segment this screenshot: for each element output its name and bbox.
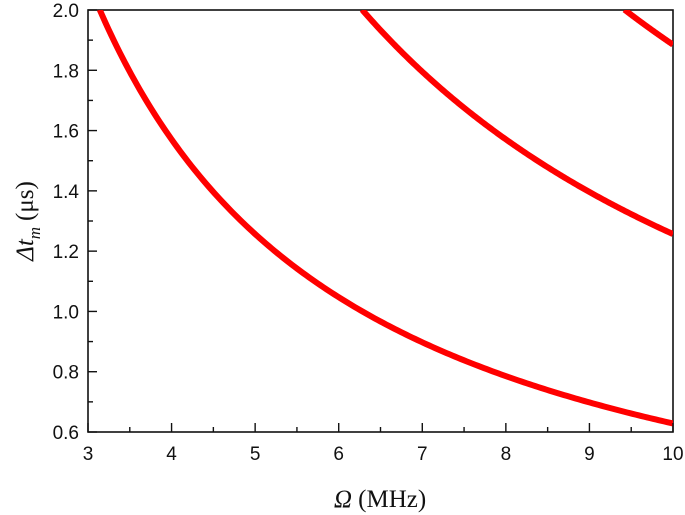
y-tick-label: 1.4 bbox=[53, 182, 80, 203]
y-axis-unit: (μs) bbox=[12, 181, 39, 221]
y-tick-label: 1.8 bbox=[53, 61, 79, 82]
x-tick-label: 5 bbox=[250, 444, 261, 465]
x-tick-label: 7 bbox=[417, 444, 428, 465]
y-tick-label: 1.2 bbox=[53, 242, 79, 263]
y-axis-symbol: Δt bbox=[12, 238, 39, 262]
x-axis-symbol: Ω bbox=[334, 486, 352, 513]
x-axis-unit: (MHz) bbox=[358, 486, 426, 513]
y-tick-label: 0.6 bbox=[53, 423, 79, 444]
plot-area-border bbox=[87, 9, 674, 433]
x-tick-label: 3 bbox=[83, 444, 94, 465]
x-tick-label: 4 bbox=[166, 444, 177, 465]
x-tick-label: 10 bbox=[662, 444, 683, 465]
y-tick-label: 0.8 bbox=[53, 363, 79, 384]
y-axis-subscript: m bbox=[25, 227, 44, 239]
x-tick-label: 8 bbox=[501, 444, 512, 465]
curve-m-1 bbox=[96, 10, 673, 427]
y-tick-label: 1.0 bbox=[53, 302, 79, 323]
x-axis-title: Ω (MHz) bbox=[334, 486, 426, 513]
curves bbox=[96, 10, 673, 427]
y-axis-ticks: 0.6 0.8 1.0 1.2 1.4 1.6 1.8 2.0 bbox=[53, 1, 97, 444]
y-tick-label: 1.6 bbox=[53, 122, 79, 143]
y-tick-label: 2.0 bbox=[53, 1, 79, 22]
x-tick-label: 9 bbox=[584, 444, 595, 465]
y-axis-title: Δtm (μs) bbox=[12, 181, 44, 262]
curve-m-2 bbox=[359, 10, 673, 237]
plot-frame bbox=[87, 9, 674, 433]
x-tick-label: 6 bbox=[333, 444, 344, 465]
x-axis-ticks: 3 4 5 6 7 8 9 10 bbox=[83, 423, 684, 465]
curve-m-3 bbox=[622, 10, 673, 48]
